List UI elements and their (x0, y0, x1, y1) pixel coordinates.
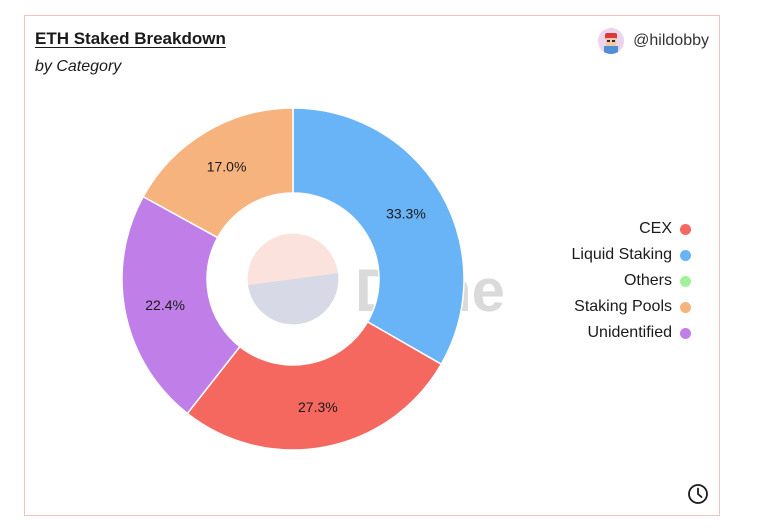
clock-icon[interactable] (687, 483, 709, 505)
avatar-icon (598, 28, 625, 54)
donut-chart: Dune33.3%27.3%22.4%17.0% (121, 107, 505, 451)
legend-label: Staking Pools (574, 298, 672, 315)
legend-item-others[interactable]: Others (571, 271, 691, 291)
slice-staking-pools[interactable] (142, 107, 294, 239)
slice-cex[interactable] (186, 320, 443, 451)
slice-unidentified[interactable] (121, 195, 241, 415)
dune-watermark-logo (247, 233, 339, 325)
slice-label-unidentified: 22.4% (145, 297, 185, 313)
legend-swatch (680, 223, 691, 235)
legend-label: Others (623, 272, 672, 289)
legend-swatch (680, 275, 691, 287)
legend-swatch (680, 327, 691, 339)
slice-label-cex: 27.3% (298, 399, 338, 415)
slice-liquid-staking[interactable] (292, 107, 465, 366)
chart-card: ETH Staked Breakdown by Category @hildob… (24, 15, 720, 516)
chart-legend: CEX Liquid Staking Others Staking Pools Unid… (571, 219, 691, 343)
legend-swatch (680, 249, 691, 261)
chart-subtitle: by Category (35, 58, 122, 75)
chart-title[interactable]: ETH Staked Breakdown (35, 29, 226, 48)
legend-item-staking-pools[interactable]: Staking Pools (571, 297, 691, 317)
legend-label: CEX (639, 220, 672, 237)
legend-item-liquid-staking[interactable]: Liquid Staking (571, 245, 691, 265)
author-link[interactable]: @hildobby (598, 28, 709, 54)
legend-label: Unidentified (587, 324, 673, 341)
legend-swatch (680, 301, 691, 313)
author-name: @hildobby (633, 32, 709, 49)
slice-label-staking-pools: 17.0% (207, 159, 247, 175)
slice-label-liquid-staking: 33.3% (386, 206, 426, 222)
legend-item-unidentified[interactable]: Unidentified (571, 323, 691, 343)
legend-item-cex[interactable]: CEX (571, 219, 691, 239)
legend-label: Liquid Staking (571, 246, 672, 263)
